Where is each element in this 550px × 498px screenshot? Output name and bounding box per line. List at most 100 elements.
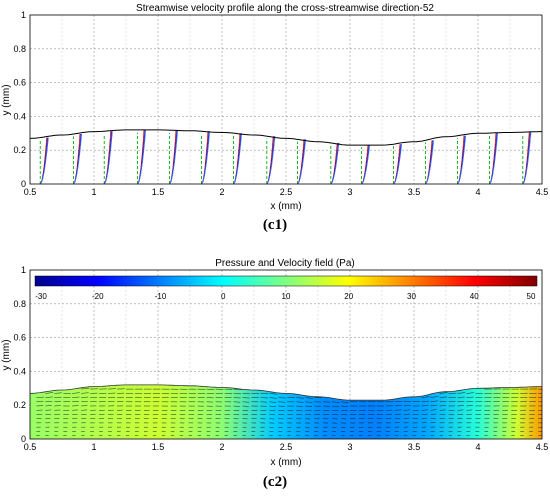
colorbar-tick-label: 50 [527,292,536,301]
velocity-vector [269,397,277,399]
colorbar-tick-label: 30 [407,292,416,301]
velocity-vector [466,396,474,398]
chart2-y-tick-label: 0 [21,434,26,444]
velocity-vector [421,405,429,407]
chart2-x-tick-label: 2 [219,442,224,452]
chart1-x-tick-label: 3 [347,187,352,197]
chart1-y-ticks: 0 0.2 0.4 0.6 0.8 1 [13,10,26,189]
velocity-vector [45,405,52,407]
profile-curve [233,133,243,185]
velocity-vector [305,401,313,403]
colorbar-tick-label: -20 [92,292,104,301]
velocity-vector [430,404,438,407]
chart1-surface-line [29,129,542,146]
velocity-vector [457,401,465,403]
velocity-vector [439,392,448,394]
velocity-vector [269,393,278,395]
caption-c1: (c1) [262,217,288,233]
velocity-vector [340,405,349,407]
chart1-y-tick-label: 1 [21,10,26,20]
chart2-y-tick-label: 1 [21,265,26,275]
chart1-x-label: x (mm) [270,201,301,212]
velocity-vector [305,405,313,407]
chart2-y-tick-label: 0.6 [13,333,26,343]
velocity-vector [466,392,475,394]
velocity-profile [39,137,49,185]
chart1-x-tick-label: 4 [475,187,480,197]
chart1-y-tick-label: 0.8 [13,44,26,54]
velocity-profile [201,131,211,185]
chart2-y-tick-label: 0.2 [13,400,26,410]
chart2-colorbar-ticks: -30 -20 -10 0 10 20 30 40 50 [35,292,536,301]
profile-curve [361,145,371,185]
profile-curve [425,140,435,185]
chart2-x-tick-label: 0.5 [24,442,37,452]
chart2-x-tick-label: 1.5 [152,442,165,452]
chart2-x-tick-label: 4.5 [536,442,549,452]
chart1-x-tick-label: 3.5 [408,187,421,197]
velocity-vector [72,396,80,398]
chart1-y-label: y (mm) [1,84,12,115]
chart1-x-tick-label: 1 [91,187,96,197]
velocity-vector [81,401,88,403]
profile-curve [201,131,211,185]
velocity-profile-chart: Streamwise velocity profile along the cr… [1,3,548,212]
velocity-vector [421,396,430,398]
profile-curve [297,139,307,185]
velocity-vector [278,397,286,399]
chart2-y-tick-label: 0.8 [13,299,26,309]
profile-curve [457,135,467,185]
velocity-vector [421,400,430,403]
chart1-x-tick-label: 2 [219,187,224,197]
velocity-vector [403,400,412,403]
velocity-vector [45,396,53,398]
velocity-vector [278,401,286,403]
chart1-x-ticks: 0.5 1 1.5 2 2.5 3 3.5 4 4.5 [24,187,549,197]
chart1-y-tick-label: 0.2 [13,145,26,155]
velocity-profile [266,136,276,185]
chart1-x-tick-label: 4.5 [536,187,549,197]
velocity-vector [332,401,340,403]
profile-curve [330,142,340,185]
chart2-y-label: y (mm) [1,339,12,370]
velocity-profile [169,130,179,185]
chart2-axes-frame [29,269,543,440]
velocity-vector [466,401,474,403]
chart1-x-tick-label: 1.5 [152,187,165,197]
velocity-vector [403,405,411,407]
chart2-surface-line [29,384,542,401]
velocity-vector [332,410,339,412]
velocity-vector [430,400,438,403]
chart2-colorbar [34,275,538,287]
velocity-vector [457,396,465,398]
velocity-vector [54,396,62,398]
profile-curve [103,131,113,185]
velocity-vector [340,401,349,403]
velocity-vector [332,405,340,407]
colorbar-tick-label: 0 [221,292,226,301]
chart2-x-tick-label: 4 [475,442,480,452]
velocity-vector [421,409,429,411]
chart2-title: Pressure and Velocity field (Pa) [215,258,355,269]
chart1-x-tick-label: 0.5 [24,187,37,197]
velocity-vector [233,393,242,395]
colorbar-tick-label: 20 [344,292,353,301]
velocity-vector [430,409,437,411]
velocity-vector [457,392,466,394]
velocity-vector [81,388,90,390]
velocity-profile [489,133,499,185]
chart2-x-label: x (mm) [270,457,301,468]
velocity-vector [72,401,80,403]
chart1-y-tick-label: 0 [21,179,26,189]
velocity-vector [403,409,411,411]
chart1-y-tick-label: 0.6 [13,78,26,88]
colorbar-tick-label: 40 [470,292,479,301]
profile-curve [169,130,179,185]
velocity-vector [430,413,437,415]
pressure-velocity-chart: Pressure and Velocity field (Pa) -30 -20-… [1,258,548,468]
velocity-vector [72,392,80,394]
chart2-x-ticks: 0.5 1 1.5 2 2.5 3 3.5 4 4.5 [24,442,549,452]
velocity-vector [206,388,215,390]
velocity-vector [36,396,44,398]
